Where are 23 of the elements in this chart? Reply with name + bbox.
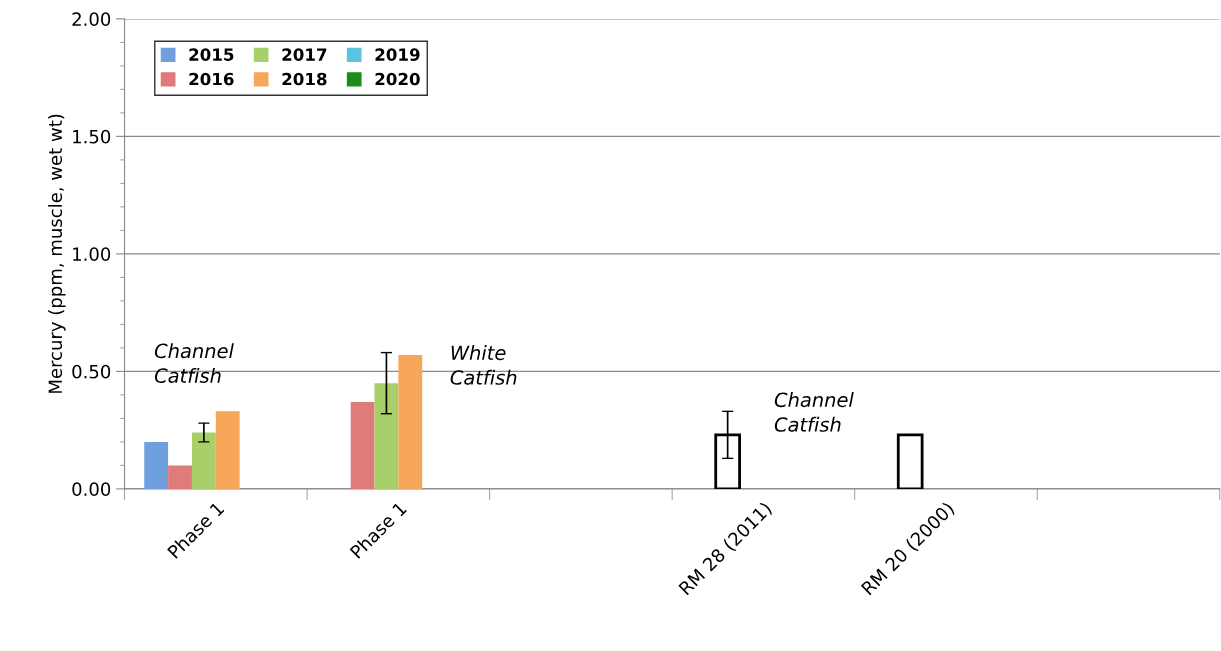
legend-label: 2015 bbox=[189, 48, 234, 61]
y-tick-label: 1.50 bbox=[73, 129, 111, 144]
bar bbox=[215, 411, 240, 489]
annotation: White Catfish bbox=[450, 345, 517, 385]
y-tick-label: 1.00 bbox=[73, 247, 111, 262]
bar bbox=[191, 432, 216, 489]
annotation: Channel Catfish bbox=[774, 392, 854, 432]
legend-label: 2018 bbox=[282, 72, 327, 86]
y-tick-label: 0.00 bbox=[72, 482, 111, 497]
annotation: Channel Catfish bbox=[154, 343, 234, 383]
y-tick-label: 0.50 bbox=[72, 364, 111, 379]
bar bbox=[398, 354, 423, 489]
y-tick-label: 2.00 bbox=[72, 12, 111, 26]
legend-label: 2020 bbox=[375, 72, 420, 86]
legend-label: 2016 bbox=[189, 72, 234, 86]
bar bbox=[374, 383, 399, 489]
y-axis-title: Mercury (ppm, muscle, wet wt) bbox=[48, 114, 66, 393]
bar bbox=[350, 401, 375, 489]
legend-label: 2017 bbox=[282, 48, 327, 61]
bar bbox=[168, 465, 192, 489]
bar bbox=[896, 433, 924, 489]
legend-label: 2019 bbox=[375, 48, 420, 61]
bar bbox=[144, 441, 169, 489]
